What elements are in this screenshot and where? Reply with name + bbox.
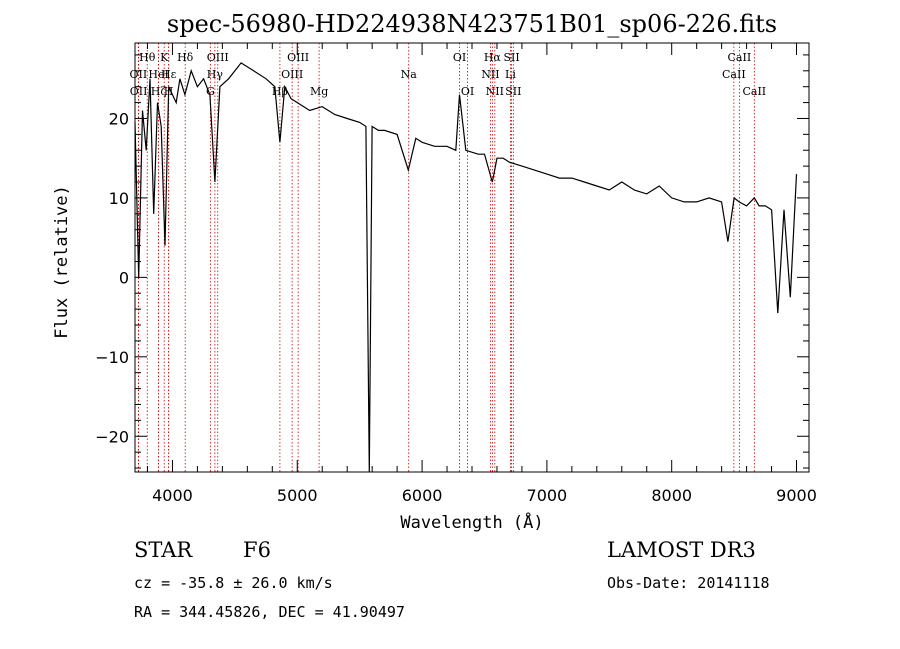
x-axis-label: Wavelength (Å) <box>400 511 543 533</box>
object-class: STAR <box>134 538 193 562</box>
y-axis-label: Flux (relative) <box>52 185 72 339</box>
line-label-20: NII <box>481 68 499 81</box>
line-label-16: Na <box>401 68 418 81</box>
line-label-21: NII <box>486 85 504 98</box>
line-label-6: Hδ <box>177 51 194 64</box>
axis-ticks: 4000 5000 6000 7000 8000 9000 −20 −10 0 10 20 <box>95 43 817 505</box>
line-label-27: CaII <box>742 85 766 98</box>
line-label-17: OI <box>453 51 466 64</box>
line-label-22: SII <box>503 51 519 64</box>
line-label-2: OII <box>130 85 148 98</box>
flux-series-line <box>134 62 798 473</box>
observation-date: Obs-Date: 20141118 <box>607 574 770 592</box>
line-label-18: OI <box>461 85 474 98</box>
line-label-7: Hε <box>161 68 177 81</box>
y-tick-label-4: 20 <box>109 109 129 128</box>
line-label-9: OIII <box>207 51 229 64</box>
line-label-19: Hα <box>484 51 502 64</box>
line-label-13: OIII <box>281 68 303 81</box>
line-label-24: SII <box>505 85 521 98</box>
line-label-0: Hθ <box>139 51 156 64</box>
line-label-12: OIII <box>287 51 309 64</box>
object-subclass: F6 <box>243 538 271 562</box>
spectral-line-markers <box>137 43 755 472</box>
line-label-11: G <box>206 85 215 98</box>
line-label-15: Mg <box>310 85 328 98</box>
chart-title: spec-56980-HD224938N423751B01_sp06-226.f… <box>167 10 777 38</box>
line-label-26: CaII <box>722 68 746 81</box>
line-label-23: Li <box>505 68 516 81</box>
x-tick-label-4: 8000 <box>651 486 692 505</box>
y-tick-label-2: 0 <box>119 268 129 287</box>
x-tick-label-1: 5000 <box>277 486 318 505</box>
x-tick-label-2: 6000 <box>402 486 443 505</box>
line-label-1: OII <box>130 68 148 81</box>
line-label-25: CaII <box>728 51 752 64</box>
x-tick-label-5: 9000 <box>776 486 817 505</box>
line-label-4: HeI <box>148 68 168 81</box>
x-tick-label-3: 7000 <box>527 486 568 505</box>
y-tick-label-1: −10 <box>95 348 129 367</box>
x-tick-label-0: 4000 <box>152 486 193 505</box>
line-label-3: K <box>160 51 169 64</box>
line-label-5: Hζ <box>151 85 167 98</box>
survey-name: LAMOST DR3 <box>607 538 756 562</box>
line-label-10: Hγ <box>207 68 224 81</box>
y-tick-label-3: 10 <box>109 189 129 208</box>
redshift-readout: cz = -35.8 ± 26.0 km/s <box>134 574 333 592</box>
coordinates-readout: RA = 344.45826, DEC = 41.90497 <box>134 603 405 621</box>
plot-frame <box>134 42 810 473</box>
y-tick-label-0: −20 <box>95 427 129 446</box>
